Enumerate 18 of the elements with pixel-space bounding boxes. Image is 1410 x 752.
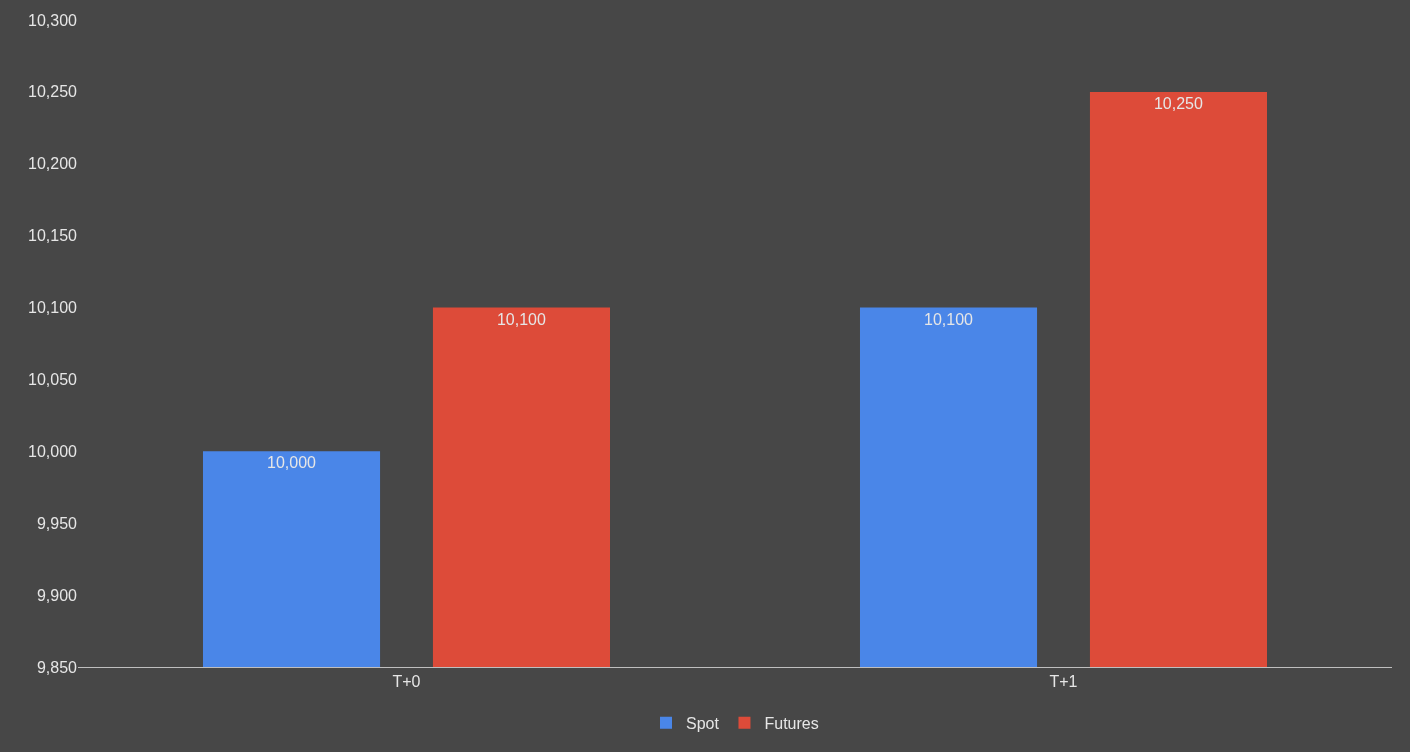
y-tick-label: 10,050 [28,371,78,389]
legend-label: Spot [686,714,720,732]
data-label: 10,000 [267,454,317,472]
y-tick-label: 10,250 [28,83,78,101]
x-tick-label: T+1 [1049,673,1078,691]
legend-label: Futures [764,714,819,732]
y-tick-label: 10,100 [28,299,78,317]
data-label: 10,100 [924,310,974,328]
y-tick-label: 9,900 [36,586,78,604]
data-label: 10,100 [496,310,546,328]
y-tick-label: 10,300 [28,11,78,29]
y-tick-label: 9,850 [36,658,78,676]
x-tick-label: T+0 [392,673,421,691]
y-tick-label: 10,200 [28,155,78,173]
y-tick-label: 10,150 [28,227,78,245]
data-label: 10,250 [1153,94,1203,112]
y-tick-label: 10,000 [28,442,78,460]
y-tick-label: 9,950 [36,514,78,532]
